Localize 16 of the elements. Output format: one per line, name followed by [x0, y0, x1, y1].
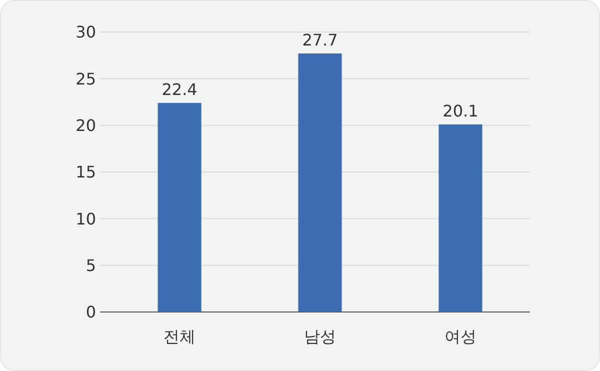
y-tick-label: 30: [76, 22, 96, 42]
data-label: 20.1: [442, 101, 478, 120]
y-tick-label: 0: [86, 302, 96, 322]
y-tick-label: 15: [76, 162, 96, 182]
y-tick-label: 10: [76, 209, 96, 228]
y-tick-label: 5: [86, 256, 96, 275]
data-label: 22.4: [162, 80, 198, 99]
bar: [298, 53, 342, 312]
x-tick-label: 여성: [444, 327, 476, 346]
y-tick-label: 20: [76, 116, 96, 135]
x-tick-label: 남성: [304, 327, 336, 346]
x-tick-label: 전체: [164, 327, 196, 346]
y-tick-label: 25: [76, 69, 96, 88]
bar: [158, 102, 202, 312]
data-label: 27.7: [302, 30, 338, 50]
bar: [438, 124, 482, 312]
